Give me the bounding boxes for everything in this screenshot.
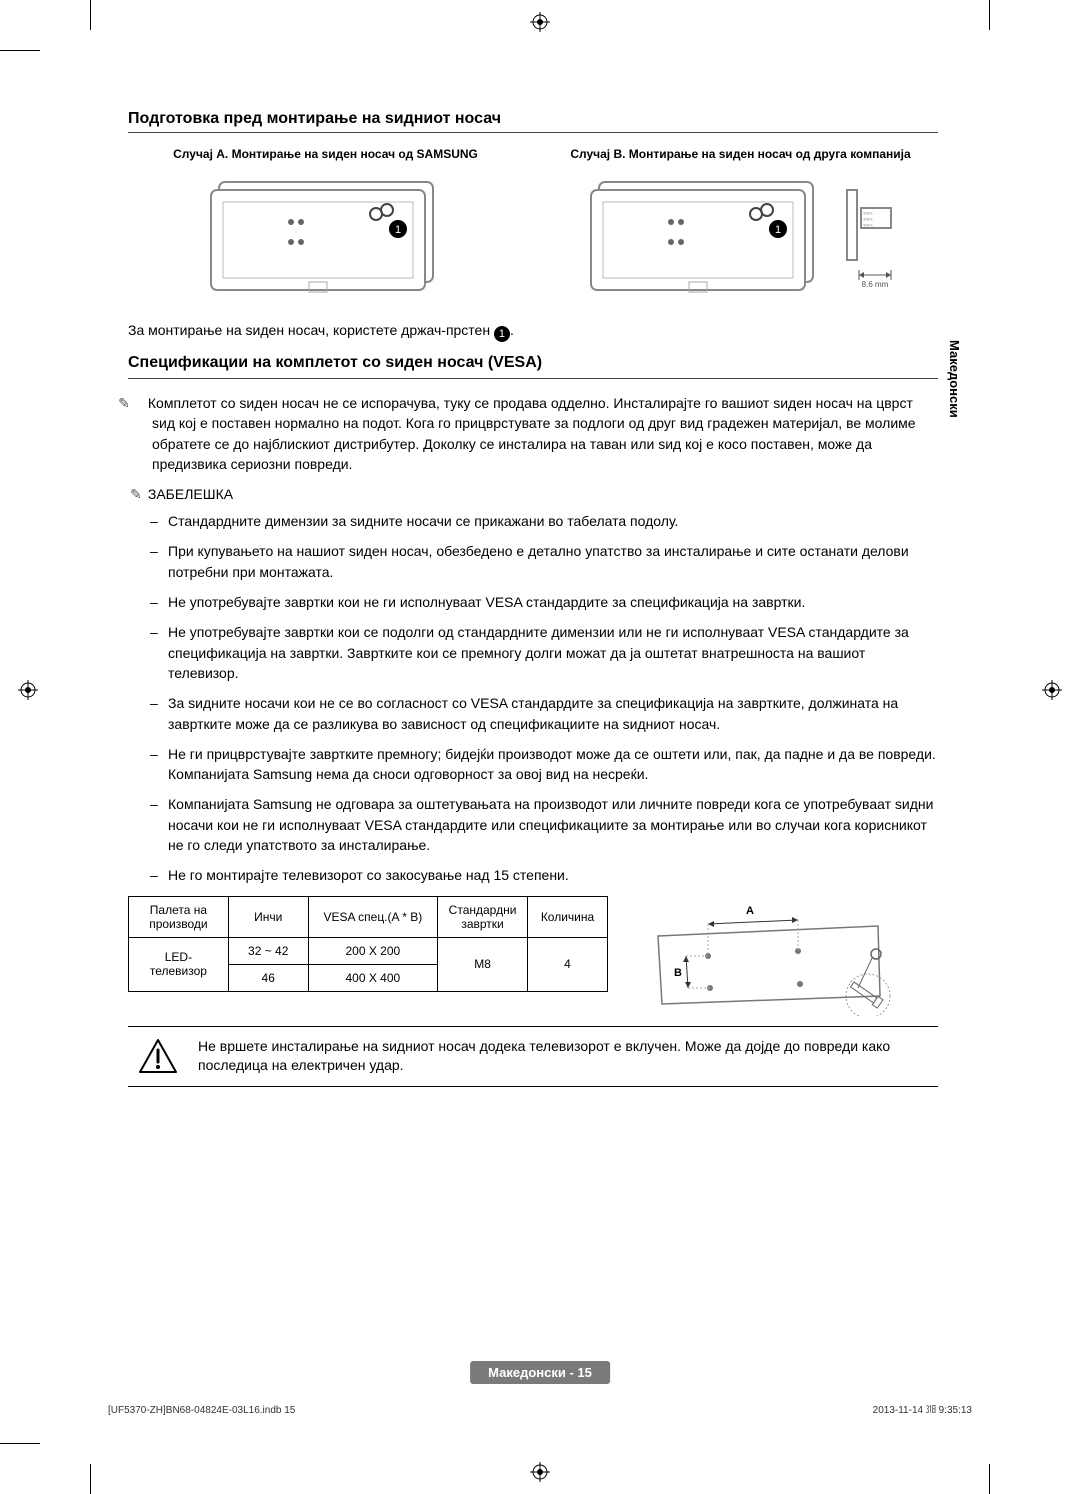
marker-1-icon: 1	[494, 326, 510, 342]
cell-product: LED-телевизор	[129, 937, 229, 991]
note-bullet-list: Стандардните димензии за ѕидните носачи …	[128, 511, 938, 885]
case-b-title: Случај В. Монтирање на ѕиден носач од др…	[543, 147, 938, 161]
svg-text:1: 1	[394, 224, 400, 236]
case-b-figure: 1 |||||||||||| |||||||||||| |||||||||||| 8…	[543, 167, 938, 302]
svg-text:||||||||||||: ||||||||||||	[863, 217, 873, 221]
warning-text: Не вршете инсталирање на ѕидниот носач д…	[198, 1037, 934, 1076]
bullet-item: Не употребувајте завртки кои не ги испол…	[168, 592, 938, 612]
svg-text:8.6 mm: 8.6 mm	[861, 280, 888, 289]
bullet-item: Не ги прицврстувајте завртките премногу;…	[168, 744, 938, 785]
table-row: LED-телевизор 32 ~ 42 200 X 200 M8 4	[129, 937, 608, 964]
page-footer: Македонски - 15	[470, 1361, 610, 1384]
holder-ring-line: За монтирање на ѕиден носач, користете д…	[128, 320, 938, 342]
bullet-item: При купувањето на нашиот ѕиден носач, об…	[168, 541, 938, 582]
note-icon: ✎	[128, 393, 144, 413]
warning-block: Не вршете инсталирање на ѕидниот носач д…	[128, 1026, 938, 1087]
svg-text:||||||||||||: ||||||||||||	[863, 211, 873, 215]
col-screw: Стандардни завртки	[438, 896, 528, 937]
vesa-dimension-figure: A B	[628, 896, 918, 1016]
cell-inches: 32 ~ 42	[228, 937, 308, 964]
registration-mark-bottom	[530, 1462, 550, 1482]
cell-screw: M8	[438, 937, 528, 991]
bullet-item: Не употребувајте завртки кои се подолги …	[168, 622, 938, 683]
heading-preparation: Подготовка пред монтирање на ѕидниот нос…	[128, 110, 938, 128]
registration-mark-left	[18, 680, 38, 700]
svg-text:A: A	[746, 905, 754, 917]
case-figures: Случај А. Монтирање на ѕиден носач од SA…	[128, 147, 938, 302]
col-inches: Инчи	[228, 896, 308, 937]
spacer-side-view: |||||||||||| |||||||||||| |||||||||||| 8.6…	[841, 180, 901, 290]
bullet-item: Не го монтирајте телевизорот со закосува…	[168, 865, 938, 885]
registration-mark-right	[1042, 680, 1062, 700]
vesa-spec-table: Палета на производи Инчи VESA спец.(A * …	[128, 896, 608, 992]
heading-vesa-spec: Спецификации на комплетот со ѕиден носач…	[128, 354, 938, 379]
case-a-title: Случај А. Монтирање на ѕиден носач од SA…	[128, 147, 523, 161]
cell-vesa: 200 X 200	[308, 937, 437, 964]
cell-qty: 4	[528, 937, 608, 991]
note-heading: ✎ ЗАБЕЛЕШКА	[128, 486, 938, 503]
svg-text:B: B	[674, 967, 682, 979]
cell-inches: 46	[228, 964, 308, 991]
col-vesa: VESA спец.(A * B)	[308, 896, 437, 937]
registration-mark-top	[530, 12, 550, 32]
spec-intro: ✎ Комплетот со ѕиден носач не се испорач…	[128, 393, 938, 474]
bullet-item: Стандардните димензии за ѕидните носачи …	[168, 511, 938, 531]
page-content: Подготовка пред монтирање на ѕидниот нос…	[128, 110, 938, 1087]
case-a-figure: 1	[128, 167, 523, 302]
warning-icon	[138, 1038, 178, 1074]
svg-text:1: 1	[774, 224, 780, 236]
bullet-item: Компанијата Samsung не одговара за оштет…	[168, 794, 938, 855]
svg-text:||||||||||||: ||||||||||||	[863, 223, 873, 227]
doc-stamp-left: [UF5370-ZH]BN68-04824E-03L16.indb 15	[108, 1405, 295, 1416]
doc-stamp-right: 2013-11-14 ㏾ 9:35:13	[873, 1401, 972, 1416]
note-icon: ✎	[128, 486, 144, 503]
bullet-item: За ѕидните носачи кои не се во согласнос…	[168, 693, 938, 734]
language-tab: Македонски	[947, 340, 962, 418]
col-products: Палета на производи	[129, 896, 229, 937]
col-qty: Количина	[528, 896, 608, 937]
table-header-row: Палета на производи Инчи VESA спец.(A * …	[129, 896, 608, 937]
cell-vesa: 400 X 400	[308, 964, 437, 991]
